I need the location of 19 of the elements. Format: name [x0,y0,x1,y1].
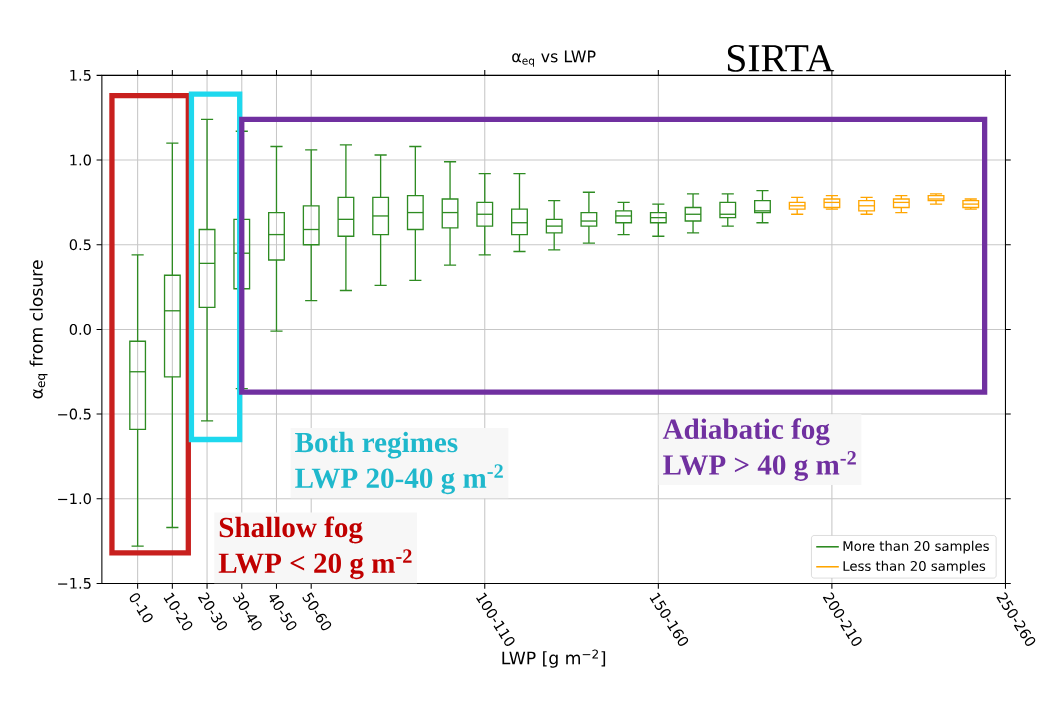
annotation: Adiabatic fog [662,418,830,446]
annotation: LWP > 40 g m$^{-2}$ [663,450,856,481]
y-tick-label: 1.0 [70,154,91,166]
y-tick-label: −1.0 [58,493,91,505]
chart-title: α$_{eq}$ vs LWP [512,50,596,67]
y-tick-label: 1.5 [70,69,91,81]
annotation: LWP < 20 g m$^{-2}$ [218,549,412,579]
legend-label: Less than 20 samples [843,560,986,574]
text: SIRTA [727,44,835,72]
y-tick-label: −1.5 [58,577,91,589]
y-tick-label: 0.0 [69,323,91,335]
y-axis-title: α$_{eq}$ from closure [29,260,48,399]
annotation: Shallow fog [219,516,363,544]
x-axis-title: LWP [g m$^{−2}$] [502,649,606,668]
y-tick-label: −0.5 [58,408,91,420]
annotation: Both regimes [295,431,458,459]
y-tick-label: 0.5 [69,239,91,251]
annotation: LWP 20-40 g m$^{-2}$ [295,464,503,494]
legend-label: More than 20 samples [843,540,989,554]
